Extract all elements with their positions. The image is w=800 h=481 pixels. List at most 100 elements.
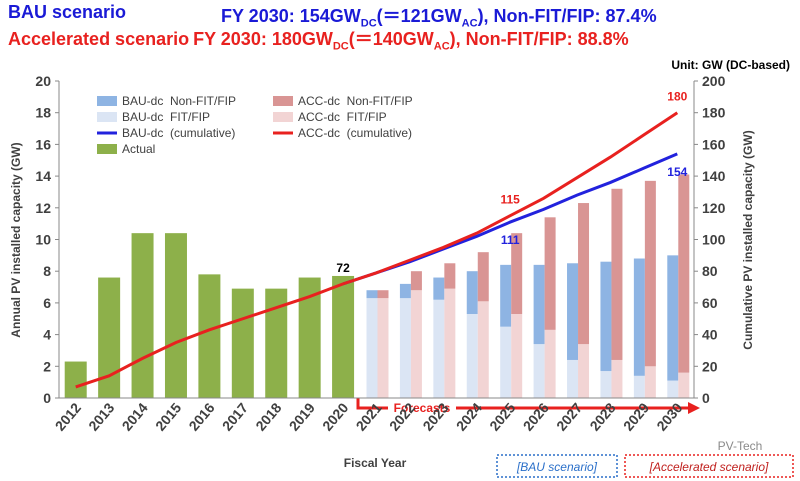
legend-swatch [97, 112, 117, 122]
bar [466, 313, 478, 398]
bar [399, 298, 411, 398]
bar [433, 299, 445, 398]
header-sub: DC [332, 40, 349, 53]
bar [500, 264, 512, 327]
y-axis-label: Annual PV installed capacity (GW) [9, 142, 23, 337]
x-tick-label: 2025 [486, 399, 518, 433]
bar [633, 375, 645, 398]
x-tick-label: 2018 [252, 399, 284, 433]
legend-swatch [97, 96, 117, 106]
y-tick-label: 16 [35, 136, 51, 152]
x-tick-label: 2012 [52, 399, 84, 433]
header-text: (＝121GW [376, 6, 462, 26]
header-sub: AC [461, 17, 478, 30]
bar [444, 263, 456, 289]
bar [265, 288, 288, 398]
bar [678, 174, 690, 373]
bau-header: BAU scenario FY 2030: 154GWDC(＝121GWAC), … [8, 2, 657, 30]
x-tick-label: 2027 [553, 399, 585, 433]
y-tick-label: 0 [43, 390, 51, 406]
bar [399, 283, 411, 299]
bar [644, 180, 656, 367]
data-label: 180 [667, 90, 687, 104]
bar [433, 277, 445, 300]
acc-frame [624, 454, 794, 478]
x-tick-label: 2024 [453, 399, 485, 433]
bar [466, 271, 478, 314]
y2-tick-label: 200 [702, 73, 726, 89]
y-tick-label: 18 [35, 105, 51, 121]
x-tick-label: 2015 [152, 399, 184, 433]
y2-tick-label: 180 [702, 105, 726, 121]
header-sub: AC [433, 40, 450, 53]
header-name: BAU scenario [8, 2, 127, 22]
bar [611, 188, 623, 360]
legend-swatch [273, 96, 293, 106]
bar [131, 233, 154, 398]
x-tick-label: 2026 [520, 399, 552, 433]
bar [667, 255, 679, 381]
watermark: PV-Tech [718, 439, 763, 453]
y-tick-label: 6 [43, 295, 51, 311]
bar [644, 366, 656, 398]
bar [64, 361, 87, 398]
x-tick-label: 2016 [185, 399, 217, 433]
x-tick-label: 2014 [119, 399, 151, 433]
bar [567, 263, 579, 360]
bar [366, 290, 378, 299]
bar [377, 298, 389, 398]
y-tick-label: 12 [35, 200, 51, 216]
data-label: 111 [501, 233, 520, 247]
bar [366, 298, 378, 398]
bar [98, 277, 121, 398]
x-tick-label: 2020 [319, 399, 351, 433]
bar [544, 329, 556, 398]
y2-tick-label: 20 [702, 358, 718, 374]
bar [198, 274, 221, 398]
data-label: 115 [501, 193, 521, 207]
y-tick-label: 4 [43, 327, 51, 343]
plot [64, 174, 690, 398]
bar [332, 275, 355, 398]
bar [611, 359, 623, 398]
legend-label: ACC-dc Non-FIT/FIP [298, 94, 413, 108]
y-tick-label: 10 [35, 232, 51, 248]
bau-frame [496, 454, 618, 478]
bar [410, 290, 422, 398]
forecast-label-bg [388, 400, 456, 416]
y2-tick-label: 140 [702, 168, 726, 184]
bar [600, 261, 612, 372]
y2-tick-label: 40 [702, 327, 718, 343]
acc-header: Accelerated scenario FY 2030: 180GWDC(＝14… [8, 25, 629, 53]
acc-scenario-label: [Accelerated scenario] [649, 460, 769, 474]
x-tick-label: 2028 [586, 399, 618, 433]
legend-label: ACC-dc (cumulative) [298, 126, 412, 140]
bar [533, 344, 545, 398]
header-text: (＝140GW [348, 29, 434, 49]
header-sub: DC [360, 17, 377, 30]
cumulative-line [75, 111, 679, 389]
y2-tick-label: 100 [702, 232, 726, 248]
bar [678, 372, 690, 398]
legend-label: BAU-dc (cumulative) [122, 126, 235, 140]
bar [578, 344, 590, 398]
legend-swatch [97, 144, 117, 154]
x-tick-label: 2017 [219, 399, 251, 433]
bar [600, 371, 612, 398]
bar [567, 359, 579, 398]
forecast-arrow [356, 398, 690, 410]
legend-label: Actual [122, 142, 155, 156]
y-tick-label: 8 [43, 263, 51, 279]
bar [477, 252, 489, 302]
x-tick-label: 2029 [620, 399, 652, 433]
bar [633, 258, 645, 376]
y-tick-label: 14 [35, 168, 51, 184]
legend-label: BAU-dc FIT/FIP [122, 110, 210, 124]
y-tick-label: 2 [43, 358, 51, 374]
y-tick-label: 20 [35, 73, 51, 89]
forecast-label: Forecasts [394, 401, 451, 415]
unit-note: Unit: GW (DC-based) [671, 58, 790, 72]
legend-label: ACC-dc FIT/FIP [298, 110, 387, 124]
y2-axis-label: Cumulative PV installed capacity (GW) [741, 130, 755, 349]
